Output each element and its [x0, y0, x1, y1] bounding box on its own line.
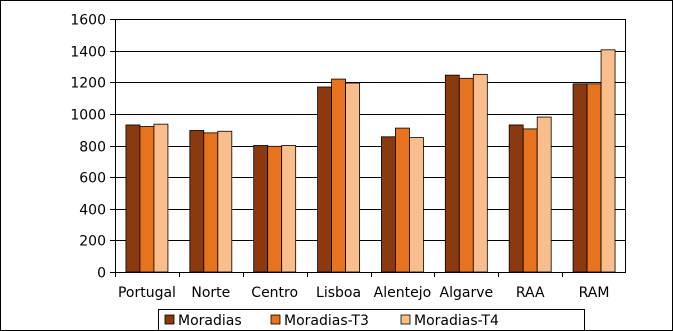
legend-swatch: [164, 314, 175, 325]
x-tick-label: RAA: [516, 285, 545, 301]
legend-swatch: [270, 314, 281, 325]
bar-moradias-t4-raa: [536, 116, 552, 273]
bar-moradias-t4-alentejo: [409, 137, 424, 273]
bar-moradias-lisboa: [317, 86, 332, 273]
x-tick-label: RAM: [579, 285, 610, 301]
bar-moradias-t4-lisboa: [345, 82, 360, 273]
x-tick-label: Algarve: [440, 285, 494, 301]
x-tick-label: Portugal: [118, 285, 176, 301]
y-tick-label: 200: [79, 234, 106, 250]
y-tick-label: 400: [79, 203, 106, 219]
bar-moradias-t3-centro: [267, 145, 283, 273]
bar-moradias-t3-portugal: [139, 126, 155, 273]
y-tick-label: 600: [79, 171, 106, 187]
bar-moradias-t4-norte: [217, 130, 233, 273]
tick-labels: 0 200 400 600 800 1000 1200 1400 1600 Portugal Nor…: [70, 13, 609, 302]
bar-moradias-t3-alentejo: [395, 127, 410, 273]
bar-moradias-portugal: [125, 124, 141, 273]
x-tick-label: Lisboa: [316, 285, 361, 301]
legend-label: Moradias: [178, 313, 242, 329]
bar-moradias-centro: [253, 145, 269, 273]
y-tick-label: 1400: [70, 45, 106, 61]
bar-moradias-t3-ram: [586, 83, 602, 273]
bar-moradias-t3-raa: [522, 128, 538, 273]
legend: Moradias Moradias-T3 Moradias-T4: [158, 309, 585, 331]
bar-moradias-t3-lisboa: [331, 78, 346, 273]
x-tick-label: Alentejo: [374, 285, 432, 301]
y-tick-label: 1200: [70, 76, 106, 92]
bar-moradias-t4-ram: [600, 49, 616, 273]
bar-moradias-algarve: [444, 74, 460, 273]
bars: [125, 49, 616, 273]
y-tick-label: 1000: [70, 108, 106, 124]
bar-moradias-alentejo: [381, 136, 396, 273]
bar-moradias-t4-portugal: [153, 123, 169, 273]
bar-moradias-t3-norte: [203, 132, 219, 273]
x-tick-label: Norte: [191, 285, 230, 301]
bar-moradias-t4-centro: [281, 145, 297, 273]
legend-swatch: [400, 314, 411, 325]
bar-moradias-t4-algarve: [472, 73, 488, 273]
legend-label: Moradias-T4: [414, 313, 499, 329]
y-tick-label: 1600: [70, 13, 106, 29]
bar-moradias-raa: [508, 124, 524, 273]
y-tick-label: 0: [97, 266, 106, 282]
legend-label: Moradias-T3: [284, 313, 369, 329]
x-tick-label: Centro: [251, 285, 298, 301]
y-tick-label: 800: [79, 140, 106, 156]
bar-moradias-ram: [572, 83, 588, 273]
bar-moradias-norte: [189, 130, 205, 273]
bar-moradias-t3-algarve: [458, 77, 474, 273]
